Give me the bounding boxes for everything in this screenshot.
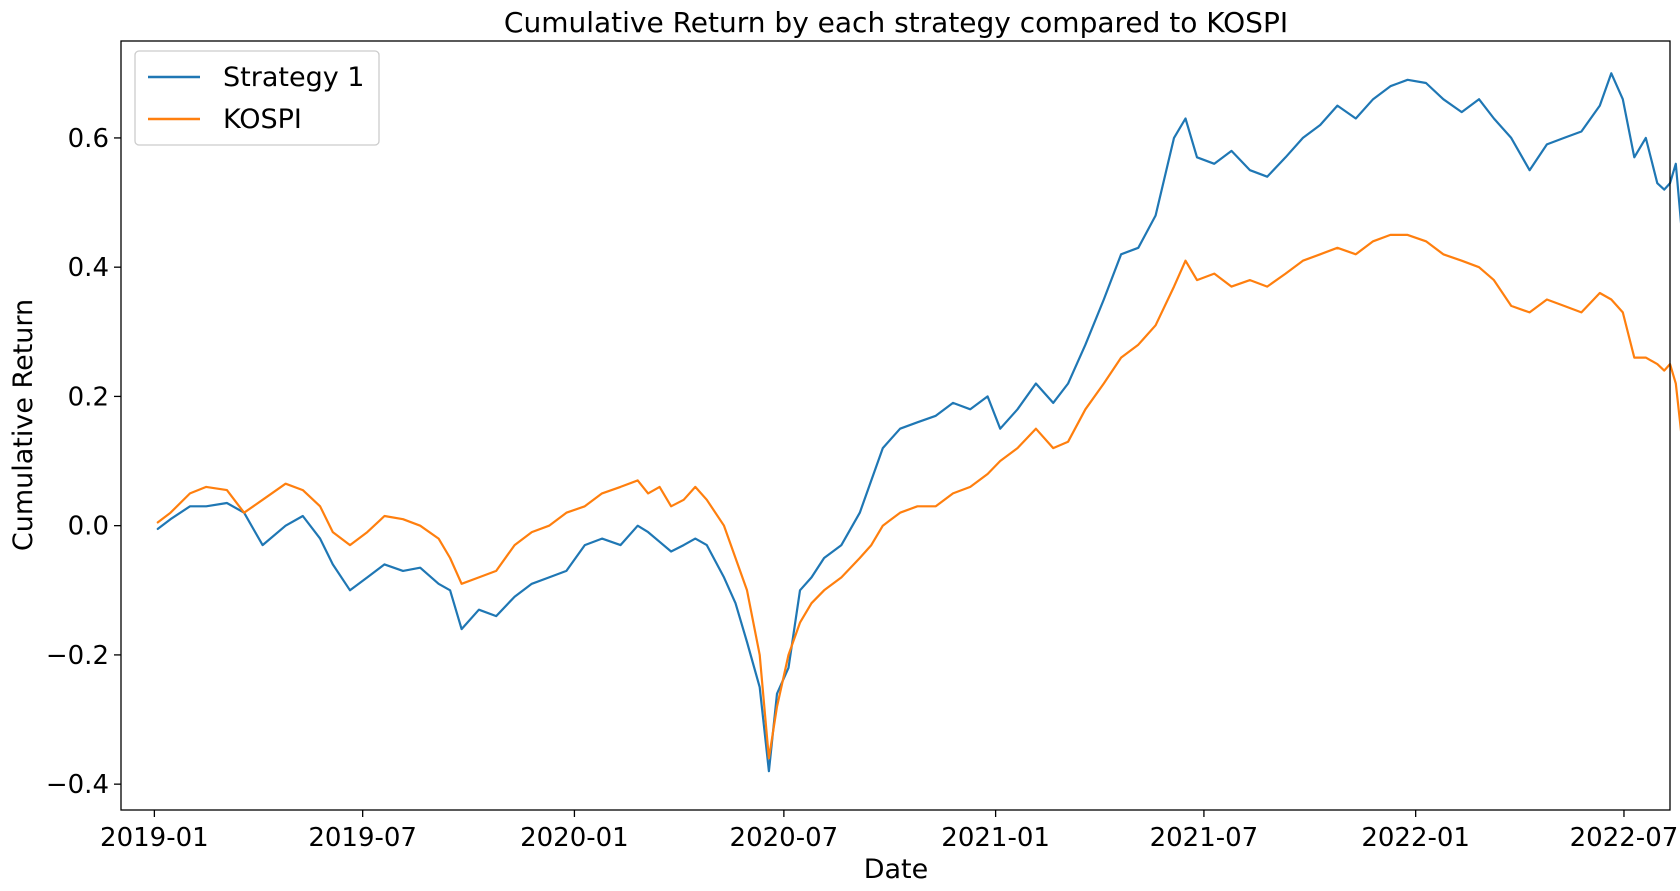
x-tick-label: 2020-01 bbox=[520, 823, 629, 853]
x-axis-label: Date bbox=[864, 854, 929, 885]
plot-area: −0.4 −0.2 0.0 0.2 0.4 0.6 2019-01 2019-07 2020-0… bbox=[46, 72, 1680, 853]
x-tick-label: 2019-01 bbox=[100, 823, 209, 853]
x-tick-label: 2022-07 bbox=[1570, 823, 1679, 853]
y-tick-label: −0.2 bbox=[46, 641, 109, 671]
chart-title: Cumulative Return by each strategy compa… bbox=[504, 6, 1288, 39]
legend-label-strategy-1: Strategy 1 bbox=[223, 62, 364, 93]
x-tick-label: 2021-07 bbox=[1150, 823, 1259, 853]
y-tick-label: −0.4 bbox=[46, 770, 109, 800]
legend-box bbox=[134, 50, 380, 146]
series-line-kospi bbox=[156, 233, 1680, 760]
legend-label-kospi: KOSPI bbox=[223, 104, 302, 135]
axes-frame bbox=[120, 40, 1671, 811]
legend: Strategy 1 KOSPI bbox=[134, 50, 380, 146]
y-axis-label: Cumulative Return bbox=[8, 299, 39, 551]
x-tick-label: 2020-07 bbox=[730, 823, 839, 853]
x-tick-label: 2021-01 bbox=[941, 823, 1050, 853]
x-tick-label: 2019-07 bbox=[308, 823, 417, 853]
y-tick-label: 0.2 bbox=[68, 382, 109, 412]
series-line-strategy-1 bbox=[156, 72, 1680, 773]
x-tick-label: 2022-01 bbox=[1361, 823, 1470, 853]
y-tick-label: 0.6 bbox=[68, 124, 109, 154]
y-tick-label: 0.4 bbox=[68, 253, 109, 283]
y-tick-label: 0.0 bbox=[68, 512, 109, 542]
